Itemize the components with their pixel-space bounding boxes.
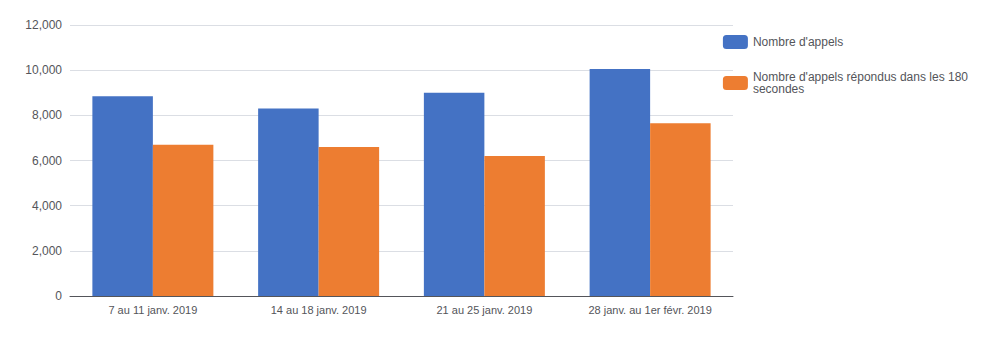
svg-text:14 au 18 janv. 2019: 14 au 18 janv. 2019 xyxy=(271,304,367,316)
svg-text:6,000: 6,000 xyxy=(32,154,62,168)
svg-text:12,000: 12,000 xyxy=(25,18,62,32)
svg-text:4,000: 4,000 xyxy=(32,199,62,213)
svg-text:Nombre d'appels: Nombre d'appels xyxy=(753,35,843,49)
svg-text:21 au 25 janv. 2019: 21 au 25 janv. 2019 xyxy=(436,304,532,316)
svg-text:7 au 11 janv. 2019: 7 au 11 janv. 2019 xyxy=(108,304,197,316)
svg-text:0: 0 xyxy=(55,289,62,303)
svg-text:2,000: 2,000 xyxy=(32,244,62,258)
svg-text:8,000: 8,000 xyxy=(32,108,62,122)
svg-text:28 janv. au 1er févr. 2019: 28 janv. au 1er févr. 2019 xyxy=(588,304,711,316)
svg-text:secondes: secondes xyxy=(753,82,804,96)
svg-text:10,000: 10,000 xyxy=(25,63,62,77)
svg-text:Nombre d'appels répondus dans: Nombre d'appels répondus dans les 180 xyxy=(752,70,968,84)
